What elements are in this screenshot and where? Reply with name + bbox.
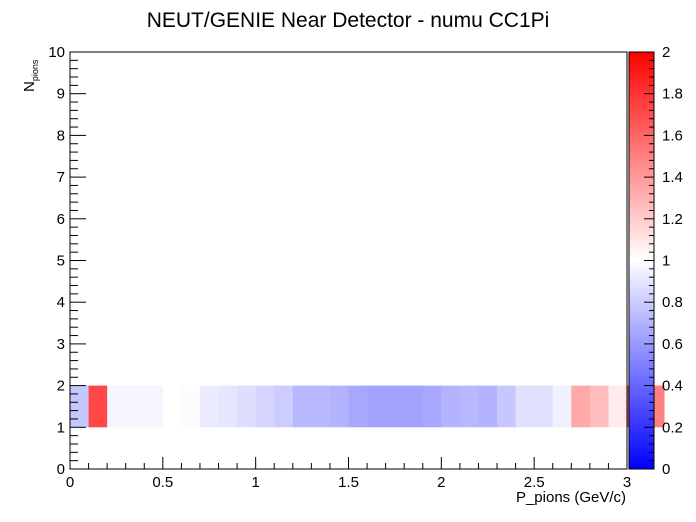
x-axis-label: P_pions (GeV/c) — [516, 489, 626, 506]
heatmap-cell — [125, 385, 145, 428]
y-axis-label: Npions — [21, 59, 40, 92]
y-axis-label-main: N — [21, 81, 38, 92]
y-tick-label: 0 — [57, 461, 65, 478]
heatmap-cell — [292, 385, 312, 428]
heatmap-cell — [237, 385, 257, 428]
colorbar-tick-label: 0 — [662, 461, 670, 478]
heatmap-cell — [459, 385, 479, 428]
colorbar-tick-label: 2 — [662, 44, 670, 61]
x-axis-ticks — [69, 457, 628, 469]
colorbar-tick-label: 1 — [662, 253, 670, 270]
heatmap-cell — [608, 385, 628, 428]
heatmap-cell — [329, 385, 349, 428]
heatmap-cell — [144, 385, 164, 428]
x-tick-label: 0 — [66, 474, 74, 491]
colorbar-ticks — [644, 51, 654, 470]
heatmap-cell — [534, 385, 554, 428]
heatmap-cell — [88, 385, 108, 428]
heatmap-cell — [515, 385, 535, 428]
x-axis-tick-labels: 0 0.5 1 1.5 2 2.5 3 — [66, 474, 631, 491]
y-tick-label: 2 — [57, 378, 65, 395]
colorbar-tick-label: 0.8 — [662, 294, 683, 311]
heatmap-cell — [367, 385, 387, 428]
y-tick-label: 1 — [57, 419, 65, 436]
colorbar-tick-label: 1.4 — [662, 169, 683, 186]
heatmap-cell — [274, 385, 294, 428]
y-tick-label: 5 — [57, 253, 65, 270]
y-tick-label: 4 — [57, 294, 65, 311]
x-tick-label: 1 — [251, 474, 259, 491]
colorbar-tick-label: 0.4 — [662, 378, 683, 395]
heatmap-cell — [422, 385, 442, 428]
x-tick-label: 3 — [623, 474, 631, 491]
heatmap-cell — [255, 385, 275, 428]
y-tick-label: 7 — [57, 169, 65, 186]
heatmap-cell — [441, 385, 461, 428]
x-tick-label: 0.5 — [152, 474, 173, 491]
heatmap-cell — [181, 385, 201, 428]
y-tick-label: 8 — [57, 127, 65, 144]
colorbar-tick-label: 1.6 — [662, 127, 683, 144]
heatmap-cell — [552, 385, 572, 428]
heatmap-cell — [348, 385, 368, 428]
x-tick-label: 2 — [437, 474, 445, 491]
heatmap-cell — [70, 385, 89, 428]
heatmap-cell — [385, 385, 405, 428]
y-tick-label: 9 — [57, 86, 65, 103]
chart-title: NEUT/GENIE Near Detector - numu CC1Pi — [147, 9, 550, 32]
x-tick-label: 1.5 — [338, 474, 359, 491]
heatmap-cell — [199, 385, 219, 428]
heatmap-cell — [311, 385, 331, 428]
y-axis-tick-labels: 0 1 2 3 4 5 6 7 8 9 10 — [48, 44, 65, 478]
y-tick-label: 10 — [48, 44, 65, 61]
heatmap-cell — [478, 385, 498, 428]
colorbar-tick-label: 0.2 — [662, 419, 683, 436]
heatmap-cells — [70, 385, 665, 428]
y-tick-label: 3 — [57, 336, 65, 353]
y-axis-label-sub: pions — [30, 59, 40, 81]
heatmap-cell — [497, 385, 516, 428]
colorbar-tick-label: 1.8 — [662, 86, 683, 103]
heatmap-cell — [589, 385, 609, 428]
x-tick-label: 2.5 — [524, 474, 545, 491]
heatmap-cell — [218, 385, 238, 428]
heatmap-cell — [404, 385, 424, 428]
y-axis-ticks — [70, 51, 86, 470]
colorbar-tick-label: 1.2 — [662, 211, 683, 228]
y-tick-label: 6 — [57, 211, 65, 228]
heatmap-cell — [107, 385, 127, 428]
colorbar-tick-labels: 0 0.2 0.4 0.6 0.8 1 1.2 1.4 1.6 1.8 2 — [662, 44, 683, 478]
heatmap-cell — [571, 385, 591, 428]
svg-text:Npions: Npions — [21, 59, 40, 92]
colorbar-tick-label: 0.6 — [662, 336, 683, 353]
